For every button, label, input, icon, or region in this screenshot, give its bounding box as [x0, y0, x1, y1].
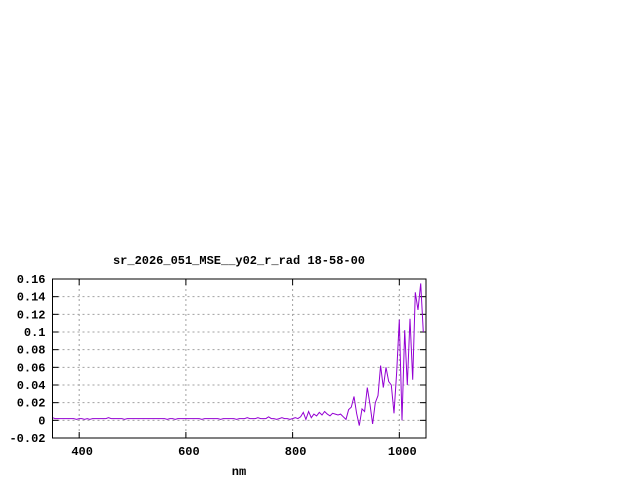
x-tick-label: 1000 — [388, 445, 417, 459]
y-tick-label: 0.14 — [17, 291, 46, 305]
y-tick-label: 0 — [38, 414, 45, 428]
x-axis-label: nm — [232, 465, 246, 479]
y-tick-label: 0.12 — [17, 308, 46, 322]
y-tick-label: 0.08 — [17, 344, 46, 358]
x-axis: 400 600 800 1000 — [71, 279, 417, 459]
x-tick-label: 600 — [178, 445, 200, 459]
y-tick-label: 0.04 — [17, 379, 46, 393]
series-line — [52, 283, 424, 426]
chart-title: sr_2026_051_MSE__y02_r_rad 18-58-00 — [113, 254, 365, 268]
y-tick-label: -0.02 — [9, 432, 45, 446]
grid — [52, 279, 426, 438]
plot-frame — [52, 278, 427, 439]
y-tick-label: 0.02 — [17, 397, 46, 411]
x-tick-label: 400 — [71, 445, 93, 459]
y-tick-label: 0.1 — [24, 326, 46, 340]
x-tick-label: 800 — [285, 445, 307, 459]
y-tick-label: 0.06 — [17, 361, 46, 375]
y-tick-label: 0.16 — [17, 273, 46, 287]
y-axis: -0.02 0 0.02 0.04 0.06 0.08 0.1 0.12 0.14 0.16 — [9, 273, 426, 446]
